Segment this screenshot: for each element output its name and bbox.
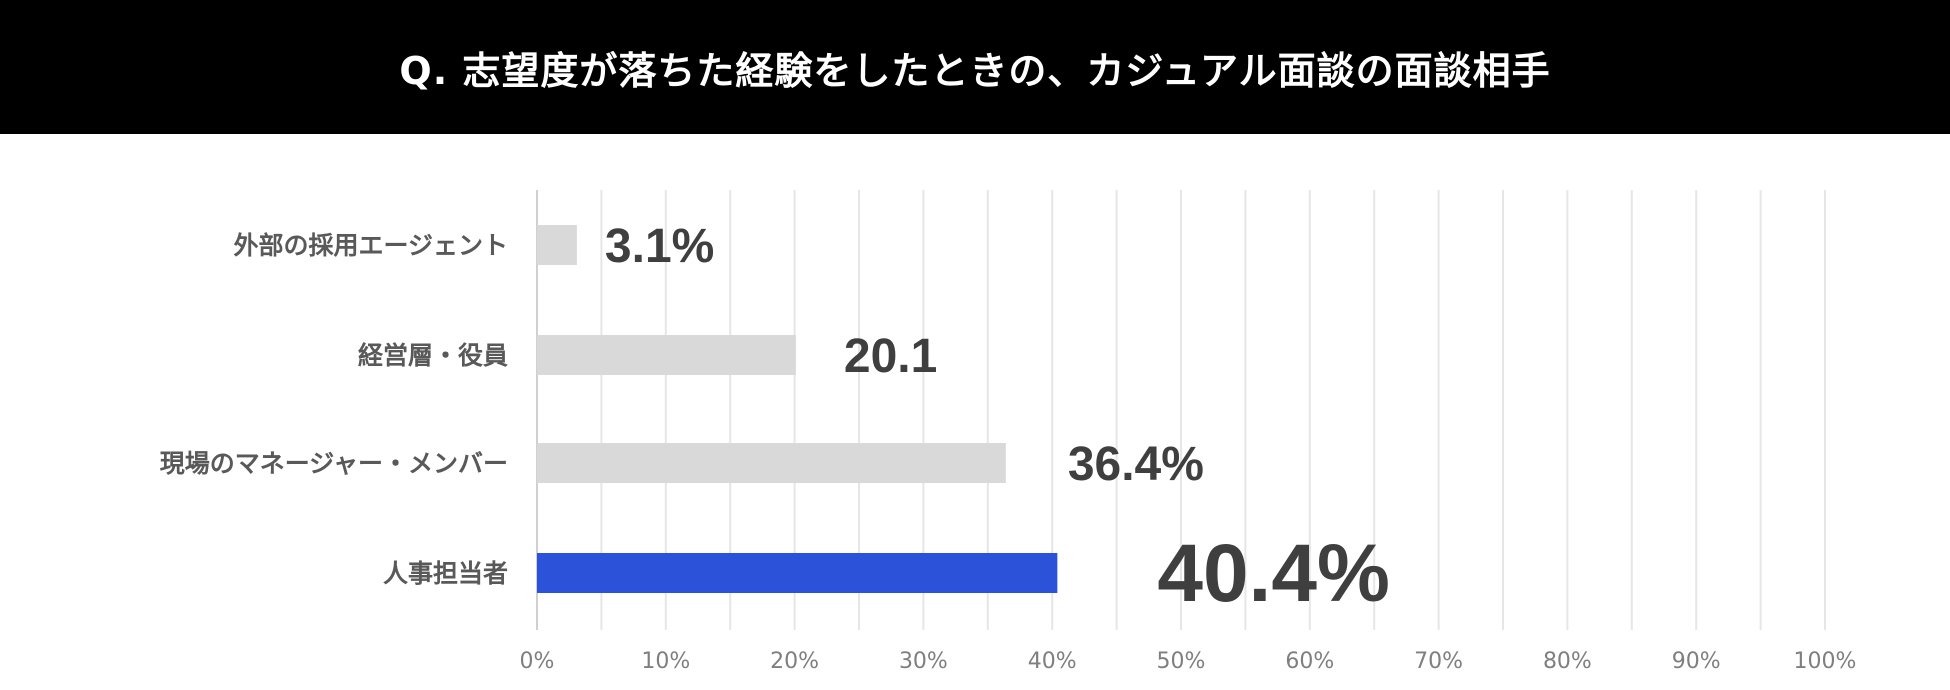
category-label: 経営層・役員 [358,341,508,370]
x-tick-label: 100% [1794,649,1857,674]
data-label: 40.4% [1157,528,1390,619]
x-tick-label: 50% [1157,649,1206,674]
data-label: 36.4% [1068,438,1204,491]
x-axis-ticks: 0% 10% 20% 30% 40% 50% 60% 70% 80% 90% 100% [520,649,1857,674]
x-tick-label: 40% [1028,649,1077,674]
bars [537,225,1058,593]
x-tick-label: 0% [520,649,555,674]
bar [537,225,577,265]
data-label: 20.1 [844,330,937,383]
chart-title: Q. 志望度が落ちた経験をしたときの、カジュアル面談の面談相手 [399,48,1551,93]
x-tick-label: 10% [641,649,690,674]
category-label: 現場のマネージャー・メンバー [160,449,508,478]
category-label: 外部の採用エージェント [233,231,508,260]
x-tick-label: 30% [899,649,948,674]
x-tick-label: 60% [1285,649,1334,674]
bar [537,553,1058,593]
data-label: 3.1% [605,220,714,273]
x-tick-label: 90% [1672,649,1721,674]
category-label: 人事担当者 [383,559,508,588]
x-tick-label: 20% [770,649,819,674]
bar [537,335,796,375]
bar [537,443,1006,483]
x-tick-label: 80% [1543,649,1592,674]
x-tick-label: 70% [1414,649,1463,674]
chart-header: Q. 志望度が落ちた経験をしたときの、カジュアル面談の面談相手 [0,0,1950,134]
value-labels: 3.1% 20.1 36.4% 40.4% [605,220,1390,619]
